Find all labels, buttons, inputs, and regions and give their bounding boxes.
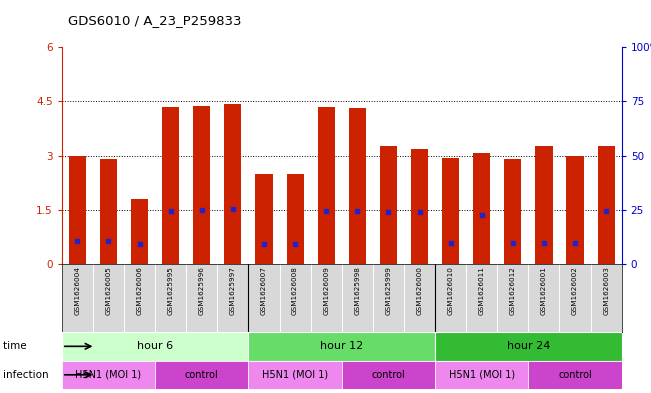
Text: hour 24: hour 24 [506, 342, 550, 351]
Text: GSM1626005: GSM1626005 [105, 266, 111, 315]
Text: GSM1626012: GSM1626012 [510, 266, 516, 315]
Text: GSM1626002: GSM1626002 [572, 266, 578, 315]
Bar [442, 158, 459, 264]
Text: infection: infection [3, 370, 52, 380]
Text: control: control [185, 370, 219, 380]
Bar [162, 107, 179, 264]
Text: GSM1626010: GSM1626010 [448, 266, 454, 315]
Bar [286, 174, 303, 264]
Bar [535, 146, 553, 264]
Text: GSM1626006: GSM1626006 [137, 266, 143, 315]
Bar [69, 156, 86, 264]
Text: GDS6010 / A_23_P259833: GDS6010 / A_23_P259833 [68, 15, 242, 28]
Bar [193, 106, 210, 264]
Bar [342, 361, 435, 389]
Text: GSM1626007: GSM1626007 [261, 266, 267, 315]
Bar [249, 361, 342, 389]
Text: hour 12: hour 12 [320, 342, 363, 351]
Text: GSM1625996: GSM1625996 [199, 266, 205, 315]
Bar [435, 361, 529, 389]
Text: GSM1626000: GSM1626000 [417, 266, 422, 315]
Bar [529, 361, 622, 389]
Bar [435, 332, 622, 361]
Text: H5N1 (MOI 1): H5N1 (MOI 1) [76, 370, 141, 380]
Bar [318, 107, 335, 264]
Text: GSM1626004: GSM1626004 [74, 266, 80, 315]
Text: GSM1626009: GSM1626009 [324, 266, 329, 315]
Bar [62, 332, 249, 361]
Bar [62, 361, 155, 389]
Bar [249, 332, 435, 361]
Bar [131, 199, 148, 264]
Text: H5N1 (MOI 1): H5N1 (MOI 1) [449, 370, 515, 380]
Text: control: control [372, 370, 406, 380]
Text: GSM1625995: GSM1625995 [168, 266, 174, 315]
Bar [505, 159, 521, 264]
Text: H5N1 (MOI 1): H5N1 (MOI 1) [262, 370, 328, 380]
Bar [349, 108, 366, 264]
Bar [155, 361, 249, 389]
Bar [411, 149, 428, 264]
Text: GSM1625999: GSM1625999 [385, 266, 391, 315]
Text: GSM1626001: GSM1626001 [541, 266, 547, 315]
Bar [473, 153, 490, 264]
Text: control: control [558, 370, 592, 380]
Text: time: time [3, 342, 30, 351]
Text: GSM1625997: GSM1625997 [230, 266, 236, 315]
Bar [255, 174, 273, 264]
Bar [100, 159, 117, 264]
Text: hour 6: hour 6 [137, 342, 173, 351]
Text: GSM1626008: GSM1626008 [292, 266, 298, 315]
Bar [380, 145, 397, 264]
Text: GSM1626011: GSM1626011 [478, 266, 485, 315]
Bar [225, 104, 242, 264]
Text: GSM1626003: GSM1626003 [603, 266, 609, 315]
Bar [566, 156, 583, 264]
Bar [598, 145, 615, 264]
Text: GSM1625998: GSM1625998 [354, 266, 360, 315]
